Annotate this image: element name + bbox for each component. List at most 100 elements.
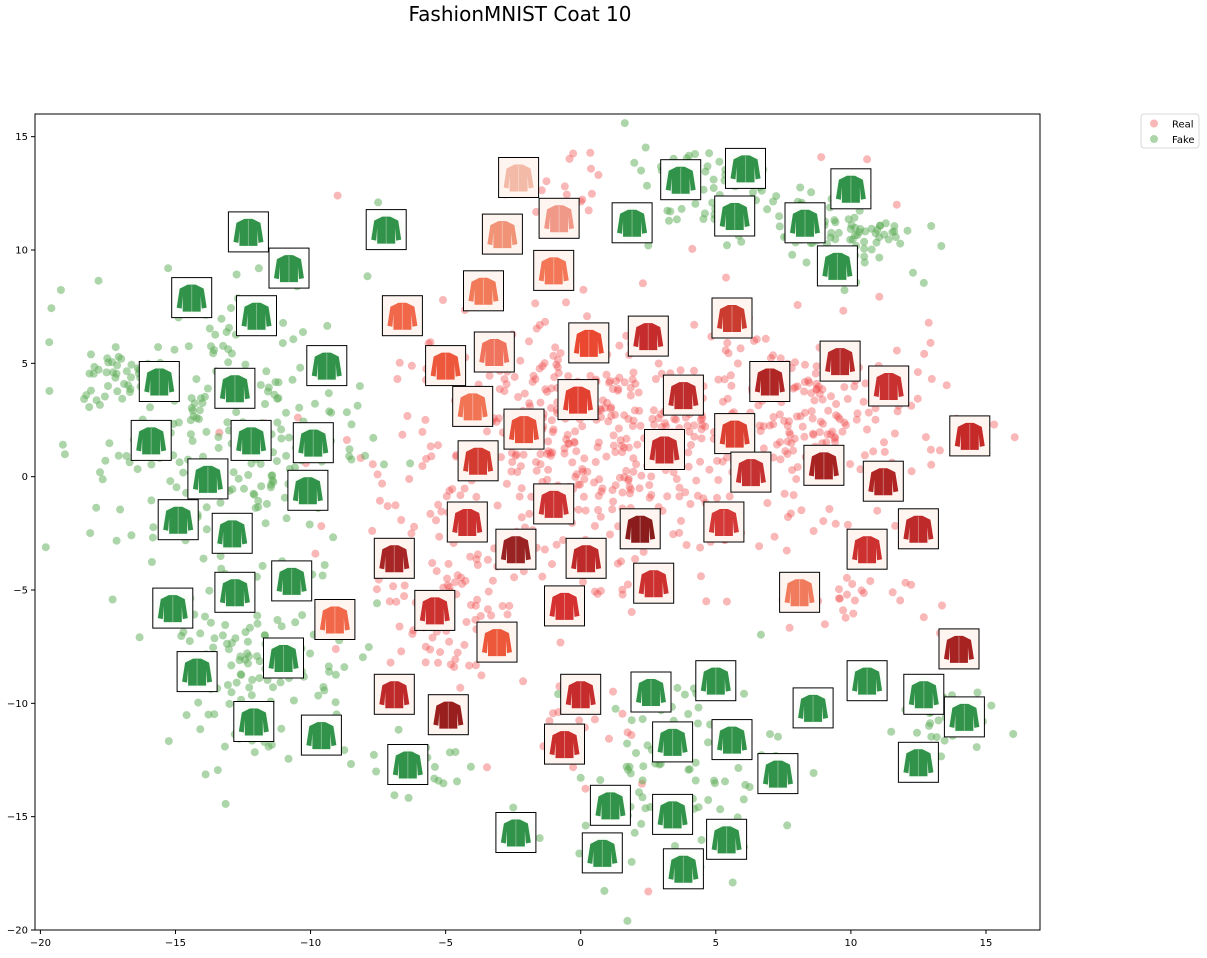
- data-point-real: [507, 448, 516, 457]
- data-point-fake: [255, 674, 264, 683]
- coat-icon: [635, 679, 666, 706]
- data-point-real: [682, 541, 691, 549]
- thumbnail-real: [503, 408, 545, 450]
- data-point-real: [805, 378, 814, 387]
- data-point-fake: [210, 710, 219, 719]
- data-point-real: [690, 366, 698, 375]
- data-point-fake: [224, 345, 233, 354]
- coat-icon: [868, 468, 899, 496]
- data-point-fake: [56, 286, 65, 294]
- data-point-real: [456, 683, 465, 692]
- data-point-real: [519, 450, 528, 459]
- data-point-real: [736, 344, 745, 353]
- thumbnail-real: [495, 528, 537, 570]
- data-point-real: [701, 422, 710, 431]
- data-point-fake: [311, 399, 319, 408]
- data-point-real: [372, 585, 381, 594]
- data-point-fake: [251, 503, 260, 512]
- thumbnail-fake: [287, 469, 329, 511]
- data-point-real: [627, 608, 636, 616]
- data-point-real: [601, 403, 609, 412]
- thumbnail-real: [498, 157, 540, 198]
- data-point-real: [596, 406, 605, 415]
- coat-icon: [852, 536, 883, 564]
- data-point-real: [622, 434, 631, 443]
- data-point-fake: [210, 634, 219, 643]
- data-point-real: [793, 382, 802, 391]
- thumbnail-fake: [130, 419, 172, 461]
- data-point-fake: [195, 406, 204, 415]
- data-point-real: [615, 341, 624, 350]
- data-point-real: [633, 440, 642, 449]
- data-point-real: [831, 437, 840, 446]
- data-point-fake: [127, 360, 136, 369]
- thumbnail-real: [862, 460, 904, 502]
- data-point-real: [546, 449, 555, 458]
- data-point-real: [583, 467, 592, 476]
- coat-icon: [549, 592, 580, 620]
- data-point-fake: [96, 468, 104, 477]
- coat-icon: [306, 722, 337, 750]
- data-point-real: [597, 413, 605, 422]
- data-point-real: [620, 411, 629, 420]
- data-point-real: [663, 492, 672, 501]
- data-point-real: [783, 421, 792, 430]
- coat-icon: [903, 749, 934, 777]
- data-point-real: [574, 480, 583, 489]
- data-point-real: [783, 450, 792, 458]
- data-point-real: [456, 491, 465, 500]
- data-point-real: [502, 380, 511, 389]
- data-point-fake: [172, 483, 181, 492]
- data-point-real: [398, 430, 407, 439]
- thumbnail-fake: [176, 651, 218, 693]
- coat-icon: [236, 427, 267, 455]
- data-point-real: [368, 460, 377, 469]
- thumbnail-real: [481, 213, 523, 255]
- data-point-real: [405, 475, 414, 483]
- coat-icon: [176, 284, 207, 312]
- data-point-real: [386, 658, 395, 667]
- data-point-real: [548, 560, 556, 569]
- data-point-fake: [691, 758, 700, 767]
- data-point-fake: [280, 493, 289, 502]
- data-point-real: [293, 413, 302, 422]
- y-tick-label: −20: [7, 926, 28, 937]
- data-point-real: [541, 385, 550, 394]
- data-point-real: [331, 645, 340, 653]
- thumbnail-real: [633, 562, 675, 604]
- data-point-real: [576, 480, 584, 489]
- thumbnail-fake: [365, 209, 407, 251]
- data-point-real: [618, 585, 627, 594]
- data-point-real: [590, 478, 599, 487]
- data-point-fake: [247, 691, 256, 700]
- data-point-fake: [45, 387, 54, 395]
- data-point-fake: [802, 258, 811, 267]
- data-point-fake: [703, 162, 712, 171]
- thumbnail-real: [373, 537, 415, 579]
- y-tick-label: 0: [22, 472, 28, 483]
- data-point-fake: [340, 746, 349, 755]
- data-point-real: [631, 555, 640, 563]
- data-point-real: [725, 492, 734, 501]
- data-point-real: [675, 492, 684, 501]
- data-point-fake: [257, 482, 266, 491]
- legend-marker-fake: [1150, 135, 1158, 143]
- data-point-real: [1010, 433, 1019, 442]
- data-point-real: [755, 421, 764, 430]
- data-point-real: [624, 443, 633, 452]
- data-point-real: [556, 349, 565, 358]
- coat-icon: [668, 855, 699, 883]
- thumbnail-real: [868, 365, 910, 407]
- data-point-fake: [223, 639, 231, 648]
- data-point-fake: [244, 652, 253, 661]
- data-point-fake: [250, 490, 259, 499]
- data-point-fake: [122, 452, 131, 460]
- data-point-real: [843, 394, 852, 403]
- data-point-real: [859, 589, 868, 597]
- data-point-real: [726, 371, 735, 380]
- thumbnail-real: [730, 451, 772, 493]
- data-point-real: [485, 371, 494, 380]
- data-point-fake: [691, 776, 700, 785]
- data-point-real: [626, 485, 635, 494]
- data-point-real: [863, 155, 872, 164]
